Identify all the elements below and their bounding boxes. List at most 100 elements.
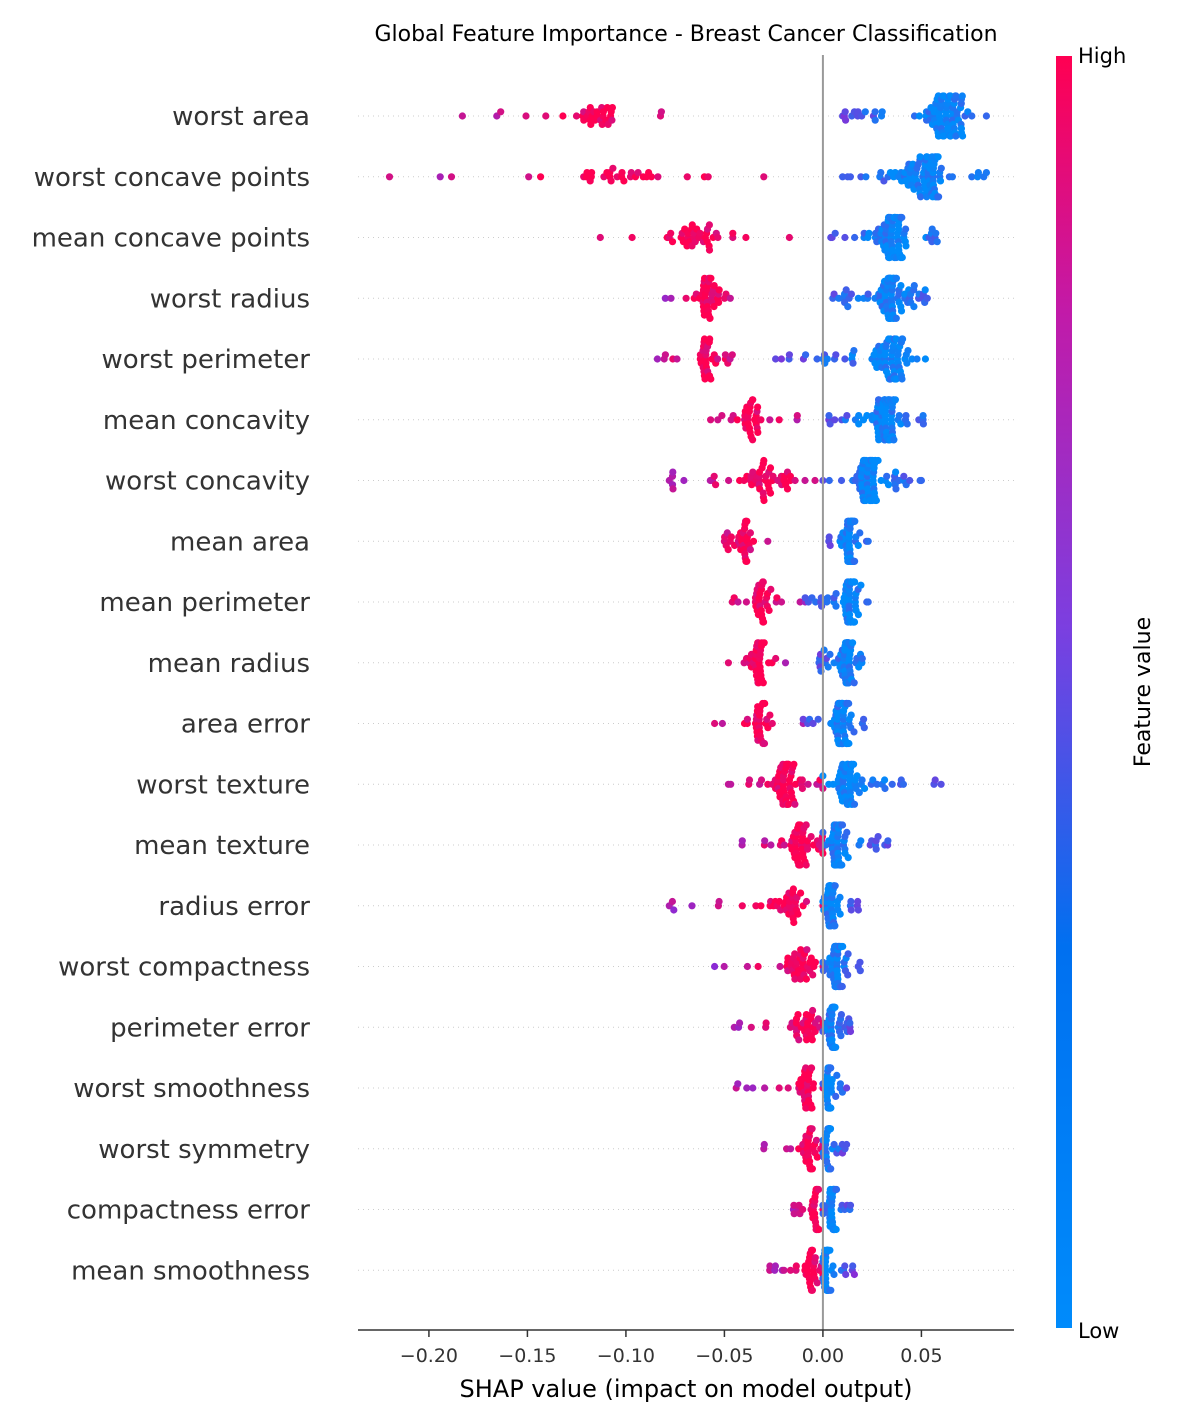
shap-point	[890, 436, 898, 444]
shap-point	[891, 396, 900, 404]
shap-point	[873, 780, 881, 788]
shap-point	[537, 173, 545, 181]
shap-points	[385, 92, 991, 1294]
shap-point	[892, 314, 900, 322]
shap-point	[968, 173, 976, 181]
shap-point	[900, 472, 908, 480]
shap-point	[620, 177, 628, 185]
shap-point	[851, 233, 859, 242]
shap-point	[628, 233, 636, 242]
shap-point	[711, 962, 719, 971]
shap-point	[843, 412, 851, 420]
shap-point	[777, 355, 786, 363]
shap-point	[849, 359, 857, 367]
shap-point	[766, 464, 775, 472]
shap-point	[804, 780, 812, 788]
shap-point	[903, 420, 911, 428]
shap-point	[559, 112, 567, 120]
shap-point	[874, 456, 882, 465]
shap-point	[780, 841, 789, 849]
feature-label: mean radius	[148, 649, 310, 679]
shap-point	[766, 711, 774, 719]
shap-point	[682, 294, 690, 302]
shap-point	[853, 772, 861, 780]
shap-point	[653, 355, 662, 363]
shap-point	[919, 412, 927, 420]
shap-point	[657, 108, 666, 116]
shap-point	[836, 910, 844, 918]
shap-point	[718, 719, 727, 728]
shap-point	[783, 485, 792, 493]
shap-point	[898, 213, 906, 222]
shap-point	[790, 760, 798, 768]
shap-point	[915, 112, 924, 120]
shap-point	[436, 173, 444, 181]
shap-point	[833, 1071, 841, 1079]
x-tick-label: −0.15	[498, 1345, 556, 1367]
shap-point	[952, 132, 960, 140]
shap-point	[933, 238, 941, 246]
shap-point	[958, 92, 966, 100]
feature-label: worst perimeter	[102, 345, 311, 375]
shap-point	[721, 351, 730, 359]
shap-point	[837, 1032, 845, 1040]
shap-point	[856, 967, 864, 975]
shap-point	[913, 355, 921, 363]
shap-point	[596, 233, 604, 242]
shap-point	[794, 910, 802, 918]
shap-point	[846, 1027, 855, 1036]
shap-point	[762, 1019, 770, 1027]
shap-point	[798, 776, 806, 784]
shap-point	[728, 351, 736, 359]
shap-point	[826, 1246, 834, 1254]
shap-point	[910, 282, 918, 290]
feature-label: worst concavity	[105, 467, 310, 497]
shap-point	[766, 416, 774, 424]
shap-point	[857, 581, 865, 589]
shap-point	[902, 225, 910, 233]
shap-point	[769, 472, 777, 480]
shap-point	[791, 780, 800, 788]
shap-point	[827, 1064, 835, 1072]
x-tick-label: 0.00	[802, 1345, 844, 1367]
shap-point	[934, 153, 942, 161]
shap-point	[847, 906, 855, 914]
shap-point	[932, 229, 940, 237]
shap-point	[850, 1270, 859, 1279]
shap-point	[906, 476, 914, 485]
shap-point	[842, 1270, 850, 1279]
shap-point	[826, 420, 834, 428]
shap-point	[851, 578, 859, 586]
shap-point	[749, 537, 758, 545]
shap-point	[825, 476, 833, 485]
shap-point	[746, 546, 755, 554]
shap-point	[776, 962, 784, 971]
shap-point	[814, 1015, 822, 1023]
shap-point	[796, 598, 804, 606]
shap-point	[850, 679, 858, 687]
shap-point	[902, 412, 910, 420]
shap-point	[808, 1036, 816, 1044]
shap-point	[759, 679, 767, 687]
shap-point	[843, 1140, 851, 1149]
feature-label: compactness error	[67, 1196, 311, 1226]
shap-point	[683, 173, 691, 181]
shap-point	[832, 1225, 840, 1234]
shap-point	[982, 169, 991, 177]
shap-point	[775, 897, 784, 906]
shap-point	[855, 789, 863, 797]
shap-point	[959, 132, 967, 140]
shap-point	[811, 958, 820, 966]
shap-point	[897, 282, 905, 290]
shap-point	[802, 861, 810, 869]
shap-point	[854, 897, 862, 906]
shap-point	[715, 286, 723, 294]
shap-point	[802, 821, 810, 829]
shap-point	[760, 173, 768, 181]
shap-point	[841, 233, 849, 242]
shap-point	[786, 1266, 795, 1274]
shap-point	[609, 164, 617, 172]
shap-point	[743, 517, 751, 525]
shap-point	[715, 298, 723, 306]
shap-point	[757, 416, 765, 424]
